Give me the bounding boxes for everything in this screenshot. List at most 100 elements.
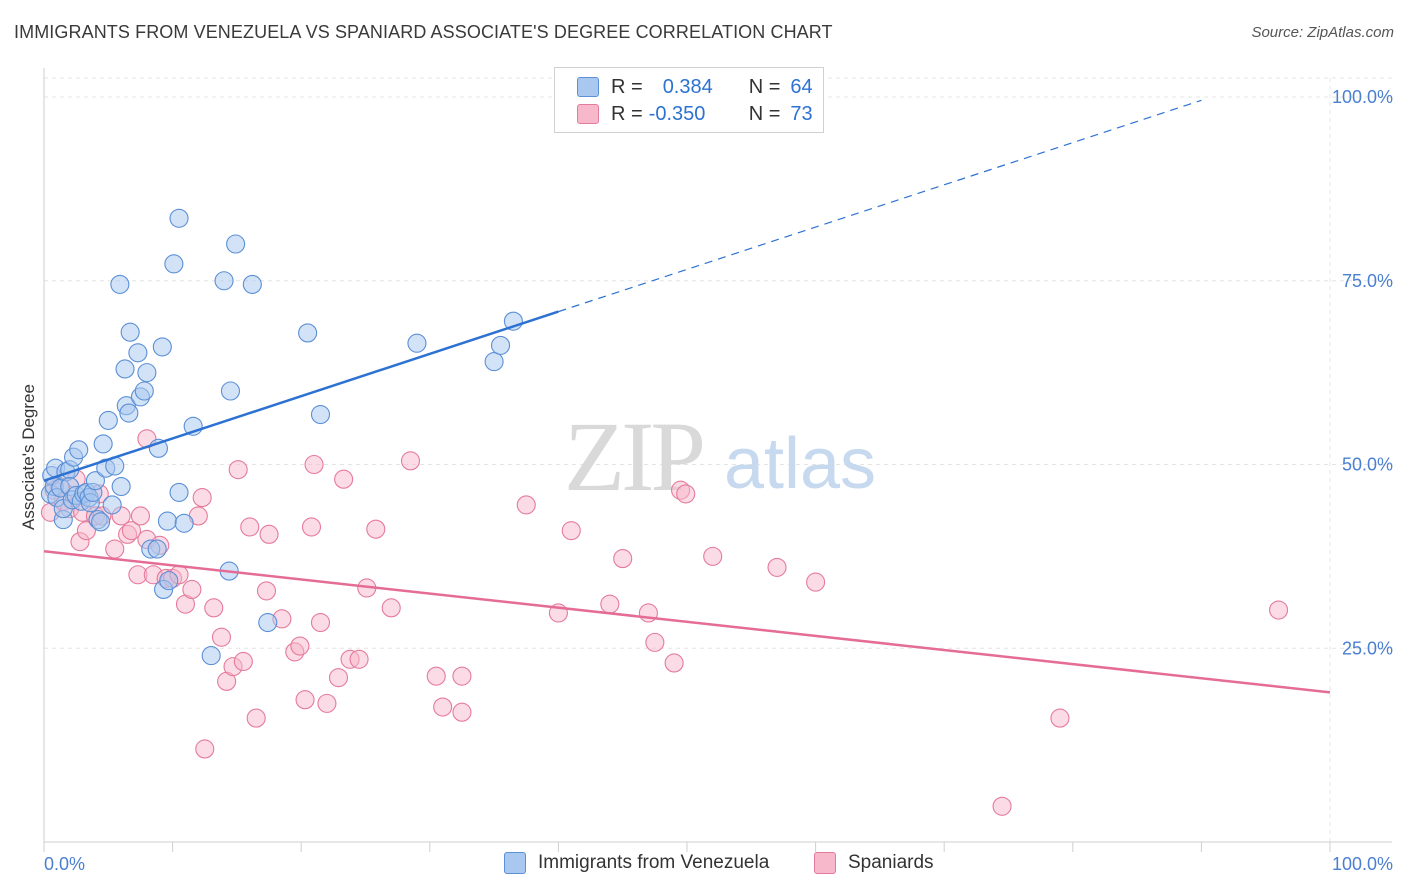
series-venezuela-points [40,208,523,666]
spaniards-point [301,517,322,537]
spaniards-trend-line [43,549,1331,694]
venezuela-point [407,333,427,353]
legend-label-venezuela: Immigrants from Venezuela [538,852,770,873]
series-legend: Immigrants from Venezuela Spaniards [0,852,1406,878]
spaniards-point [310,612,331,633]
legend-swatch-venezuela [577,77,599,97]
venezuela-point [484,352,504,372]
spaniards-point [366,519,386,539]
spaniards-point [328,668,349,688]
spaniards-point [130,506,150,526]
legend-label-spaniards: Spaniards [848,852,934,873]
spaniards-point [664,653,684,673]
spaniards-point [452,666,472,686]
spaniards-point [259,524,279,544]
venezuela-point [102,495,122,515]
spaniards-point [452,702,472,722]
spaniards-point [767,557,787,577]
spaniards-point [613,549,633,569]
watermark: ZIP atlas [564,401,876,512]
venezuela-point [98,410,118,430]
spaniards-point [182,579,202,600]
spaniards-point [317,693,337,713]
venezuela-point [174,513,194,533]
spaniards-point [121,521,141,541]
legend-item-venezuela[interactable]: Immigrants from Venezuela [504,852,769,874]
spaniards-point [192,488,212,508]
venezuela-point [119,403,139,423]
spaniards-point [1050,708,1070,728]
axes [43,68,1392,852]
y-tick-label: 25.0% [1342,638,1393,658]
spaniards-point [516,495,536,515]
chart-title: IMMIGRANTS FROM VENEZUELA VS SPANIARD AS… [14,22,833,42]
legend-r-label: R = [611,75,643,98]
venezuela-point [120,322,140,342]
spaniards-point [600,594,620,614]
spaniards-point [228,460,248,480]
venezuela-point [152,337,172,357]
venezuela-point [134,381,154,401]
series-spaniards-points [40,429,1289,816]
spaniards-point [806,572,826,592]
venezuela-point [258,612,278,633]
spaniards-point [76,521,96,541]
spaniards-point [676,484,696,504]
grid-lines [44,77,1392,842]
spaniards-point [290,636,310,656]
venezuela-point [169,482,189,502]
tick-labels: 25.0% 50.0% 75.0% 100.0% 0.0% 100.0% [44,87,1393,874]
legend-n-label: N = [748,75,781,98]
venezuela-point [201,646,221,666]
spaniards-point [645,632,665,652]
venezuela-trend-line [43,310,559,482]
y-tick-label: 50.0% [1342,455,1393,475]
y-tick-label: 75.0% [1342,271,1393,291]
venezuela-point [85,471,105,491]
x-tick-label-min: 0.0% [44,854,85,874]
spaniards-point [246,708,266,728]
spaniards-point [381,598,401,618]
legend-row-venezuela: R = 0.384 N = 64 [577,74,813,100]
spaniards-point [426,666,446,686]
correlation-legend: R = 0.384 N = 64 R = -0.350 N = 73 [554,67,824,133]
venezuela-point [310,404,331,425]
legend-row-spaniards: R = -0.350 N = 73 [577,101,813,127]
venezuela-trend-extension [558,99,1202,313]
legend-n-value: 64 [790,75,813,98]
spaniards-point [105,539,125,559]
venezuela-point [220,381,241,401]
watermark-atlas: atlas [724,424,876,504]
spaniards-point [304,454,324,475]
venezuela-point [169,208,189,228]
trend-lines [43,99,1331,694]
spaniards-point [349,649,369,669]
venezuela-point [111,476,131,497]
y-axis-label: Associate's Degree [19,384,38,530]
legend-swatch-spaniards [577,104,599,124]
venezuela-point [93,434,113,454]
spaniards-point [211,627,232,647]
legend-swatch-spaniards [814,852,836,874]
spaniards-point [240,517,260,537]
spaniards-point [400,451,421,471]
x-tick-label-max: 100.0% [1332,854,1393,874]
legend-n-label: N = [748,102,781,125]
venezuela-point [298,323,318,343]
venezuela-point [147,539,167,559]
spaniards-point [561,521,581,541]
spaniards-point [233,651,253,672]
spaniards-point [204,598,224,618]
venezuela-point [128,343,148,363]
spaniards-point [433,697,453,717]
spaniards-point [1269,600,1289,620]
legend-n-value: 73 [790,102,813,125]
venezuela-point [214,271,234,291]
venezuela-point [110,274,130,294]
legend-swatch-venezuela [504,852,526,874]
legend-r-value: 0.384 [662,75,713,98]
legend-item-spaniards[interactable]: Spaniards [814,852,934,874]
venezuela-point [115,359,135,379]
venezuela-point [137,363,157,383]
